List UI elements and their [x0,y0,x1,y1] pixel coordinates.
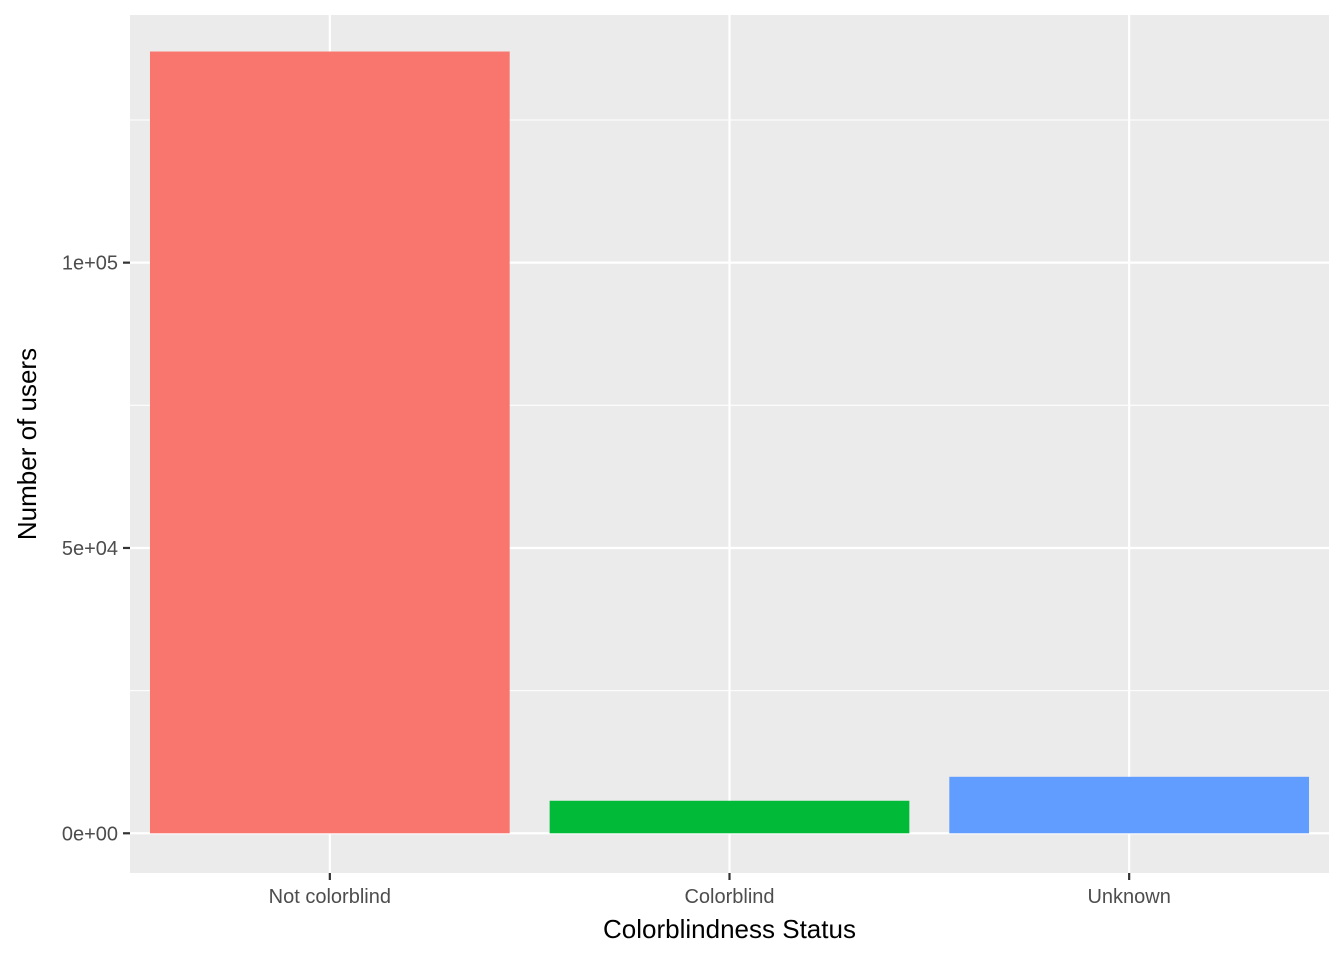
y-axis-title: Number of users [12,348,42,540]
y-tick-label: 1e+05 [62,253,118,275]
x-tick-label: Unknown [1087,886,1170,908]
bar-colorblind [549,800,910,834]
x-tick-label: Not colorblind [269,886,391,908]
bar-not-colorblind [149,51,510,834]
x-axis-title: Colorblindness Status [603,914,856,944]
y-tick-label: 5e+04 [62,538,118,560]
bars [149,51,1310,834]
y-axis: 0e+00 5e+04 1e+05 [62,253,130,845]
bar-unknown [949,776,1310,834]
x-tick-label: Colorblind [684,886,774,908]
x-axis: Not colorblind Colorblind Unknown [269,873,1171,908]
y-tick-label: 0e+00 [62,823,118,845]
